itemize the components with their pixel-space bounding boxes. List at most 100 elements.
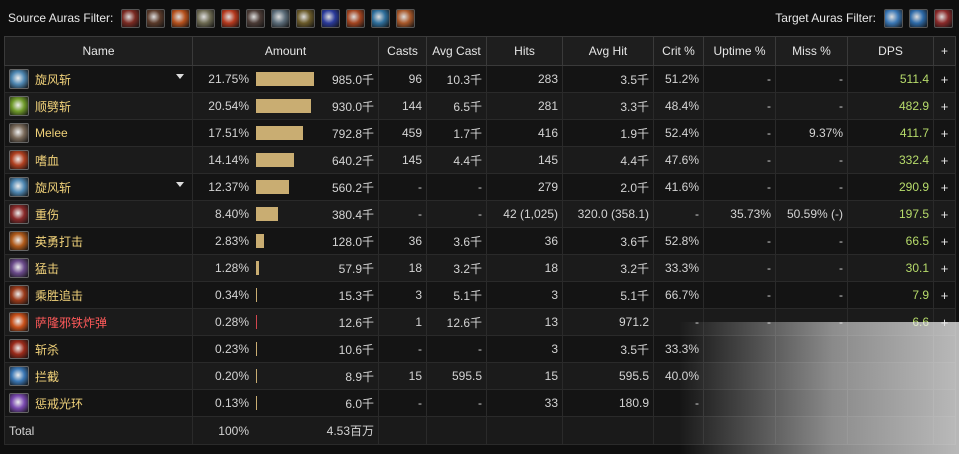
name-cell[interactable]: 猛击 (4, 254, 193, 282)
spell-name[interactable]: Melee (35, 126, 68, 140)
aura-slash-icon[interactable] (271, 8, 291, 28)
spell-name[interactable]: 萨隆邪铁炸弹 (35, 315, 108, 330)
expand-row-button[interactable]: + (933, 281, 956, 309)
amount-value: 57.9千 (338, 261, 374, 276)
expand-row-button[interactable] (933, 389, 956, 417)
spell-name[interactable]: 旋风斩 (35, 72, 72, 87)
name-cell[interactable]: 乘胜追击 (4, 281, 193, 309)
aura-blue-fire-icon[interactable] (321, 8, 341, 28)
col-casts-header[interactable]: Casts (378, 36, 427, 66)
col-amount-header[interactable]: Amount (192, 36, 379, 66)
table-row[interactable]: 斩杀 0.23% 10.6千 - -3 3.5千 33.3% (4, 335, 956, 363)
avg-cast-cell: - (426, 389, 487, 417)
spell-name[interactable]: 拦截 (35, 369, 60, 384)
amount-bar (256, 207, 278, 221)
expand-row-button[interactable]: + (933, 65, 956, 93)
table-row[interactable]: 旋风斩 21.75% 985.0千 96 10.3千 283 3.5千 51.2% - -511.… (4, 65, 956, 93)
name-cell[interactable]: 斩杀 (4, 335, 193, 363)
table-row[interactable]: 萨隆邪铁炸弹 0.28% 12.6千 1 12.6千 13 971.2- - -6.6 + (4, 308, 956, 336)
expand-row-button[interactable] (933, 362, 956, 390)
spell-name[interactable]: 旋风斩 (35, 180, 72, 195)
victory-rush-icon (9, 285, 29, 305)
name-cell[interactable]: 重伤 (4, 200, 193, 228)
whirlwind2-icon (9, 177, 29, 197)
amount-percent: 12.37% (208, 180, 249, 194)
expand-row-button[interactable]: + (933, 200, 956, 228)
col-miss-header[interactable]: Miss % (775, 36, 848, 66)
aura-flame-icon[interactable] (221, 8, 241, 28)
amount-cell: 0.28% 12.6千 (192, 308, 379, 336)
name-cell[interactable]: 拦截 (4, 362, 193, 390)
amount-bar-track (256, 207, 314, 221)
table-row[interactable]: 旋风斩 12.37% 560.2千 - -279 2.0千 41.6% - -290.9 + (4, 173, 956, 201)
table-row[interactable]: 英勇打击 2.83% 128.0千 36 3.6千 36 3.6千 52.8% - -66.5 + (4, 227, 956, 255)
aura-red-arrow-icon[interactable] (346, 8, 366, 28)
aura-fire-fist-icon[interactable] (171, 8, 191, 28)
casts-cell: - (378, 389, 427, 417)
spell-name[interactable]: 斩杀 (35, 342, 60, 357)
col-avg-cast-header[interactable]: Avg Cast (426, 36, 487, 66)
table-row[interactable]: 惩戒光环 0.13% 6.0千 - -33 180.9- (4, 389, 956, 417)
hits-cell: 416 (486, 119, 563, 147)
spell-name[interactable]: 乘胜追击 (35, 288, 84, 303)
expand-row-button[interactable]: + (933, 119, 956, 147)
expand-row-button[interactable] (933, 335, 956, 363)
header-row: Name Amount Casts Avg Cast Hits Avg Hit … (4, 36, 956, 66)
expand-row-button[interactable]: + (933, 92, 956, 120)
spell-name[interactable]: 嗜血 (35, 153, 60, 168)
aura-sun-icon[interactable] (396, 8, 416, 28)
col-hits-header[interactable]: Hits (486, 36, 563, 66)
name-cell[interactable]: 旋风斩 (4, 65, 193, 93)
aura-arm2-icon[interactable] (246, 8, 266, 28)
amount-percent: 20.54% (208, 99, 249, 113)
avg-hit-cell: 4.4千 (562, 146, 654, 174)
table-row[interactable]: 重伤 8.40% 380.4千 - -42 (1,025) 320.0 (358.1) -3… (4, 200, 956, 228)
spell-name[interactable]: 重伤 (35, 207, 60, 222)
table-row[interactable]: 嗜血 14.14% 640.2千 145 4.4千 145 4.4千 47.6% - -332.4… (4, 146, 956, 174)
name-cell[interactable]: 顺劈斩 (4, 92, 193, 120)
name-cell[interactable]: Melee (4, 119, 193, 147)
target-swirl-icon[interactable] (884, 8, 903, 28)
aura-whirl-icon[interactable] (196, 8, 216, 28)
expand-row-button[interactable]: + (933, 308, 956, 336)
col-dps-header[interactable]: DPS (847, 36, 934, 66)
dps-cell (847, 335, 934, 363)
name-cell[interactable]: 英勇打击 (4, 227, 193, 255)
table-row[interactable]: Melee 17.51% 792.8千 459 1.7千 416 1.9千 52.4% -9.3… (4, 119, 956, 147)
aura-claw-icon[interactable] (121, 8, 141, 28)
chevron-down-icon[interactable] (176, 74, 184, 79)
amount-value: 985.0千 (331, 72, 374, 87)
aura-arm-icon[interactable] (146, 8, 166, 28)
col-crit-header[interactable]: Crit % (653, 36, 704, 66)
spell-name[interactable]: 英勇打击 (35, 234, 84, 249)
target-swirl2-icon[interactable] (909, 8, 928, 28)
chevron-down-icon[interactable] (176, 182, 184, 187)
amount-cell: 0.13% 6.0千 (192, 389, 379, 417)
spell-name[interactable]: 顺劈斩 (35, 99, 72, 114)
avg-cast-cell: - (426, 335, 487, 363)
name-cell[interactable]: 萨隆邪铁炸弹 (4, 308, 193, 336)
expand-row-button[interactable]: + (933, 173, 956, 201)
aura-ice-icon[interactable] (371, 8, 391, 28)
expand-row-button[interactable]: + (933, 146, 956, 174)
aura-beast-icon[interactable] (296, 8, 316, 28)
name-cell[interactable]: 旋风斩 (4, 173, 193, 201)
table-row[interactable]: 乘胜追击 0.34% 15.3千 3 5.1千 3 5.1千 66.7% - -7.9 + (4, 281, 956, 309)
table-row[interactable]: 拦截 0.20% 8.9千 15 595.5 15 595.5 40.0% (4, 362, 956, 390)
spell-name[interactable]: 惩戒光环 (35, 396, 84, 411)
name-cell[interactable]: 嗜血 (4, 146, 193, 174)
table-row[interactable]: 顺劈斩 20.54% 930.0千 144 6.5千 281 3.3千 48.4% - -482.… (4, 92, 956, 120)
spell-name[interactable]: 猛击 (35, 261, 60, 276)
amount-cell: 0.34% 15.3千 (192, 281, 379, 309)
dps-cell: 6.6 (847, 308, 934, 336)
col-expand-header[interactable]: + (933, 36, 956, 66)
table-row[interactable]: 猛击 1.28% 57.9千 18 3.2千 18 3.2千 33.3% - -30.1 + (4, 254, 956, 282)
name-cell[interactable]: 惩戒光环 (4, 389, 193, 417)
col-avg-hit-header[interactable]: Avg Hit (562, 36, 654, 66)
col-name-header[interactable]: Name (4, 36, 193, 66)
col-uptime-header[interactable]: Uptime % (703, 36, 776, 66)
slam-icon (9, 258, 29, 278)
expand-row-button[interactable]: + (933, 227, 956, 255)
target-blade-icon[interactable] (934, 8, 953, 28)
expand-row-button[interactable]: + (933, 254, 956, 282)
